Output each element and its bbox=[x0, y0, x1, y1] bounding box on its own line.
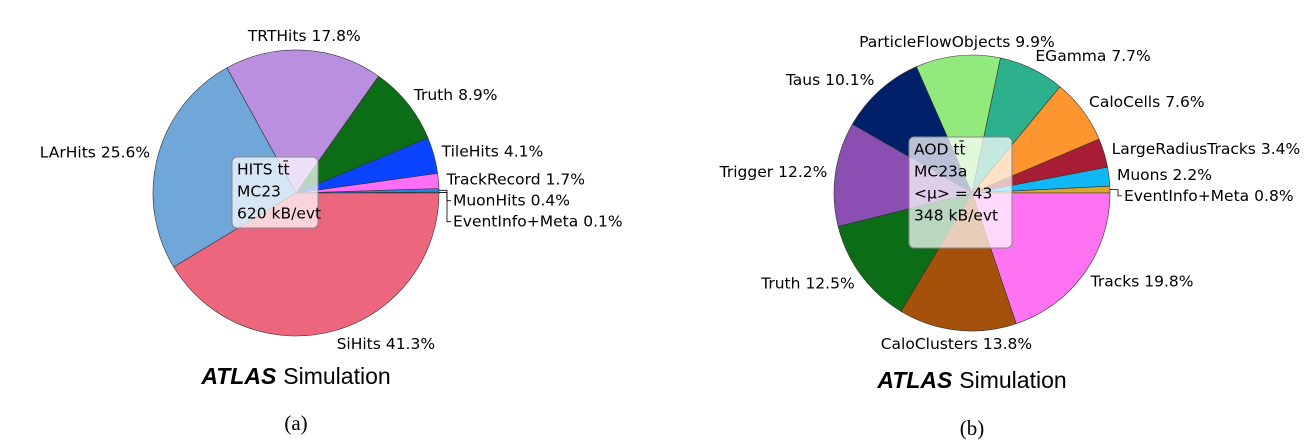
slice-value: 12.2% bbox=[778, 163, 827, 181]
slice-label: TileHits 4.1% bbox=[441, 142, 544, 160]
slice-label: Truth 12.5% bbox=[760, 274, 855, 292]
slice-value: 8.9% bbox=[458, 85, 497, 103]
pie-slice bbox=[173, 192, 440, 337]
slice-label: EventInfo+Meta 0.8% bbox=[1124, 186, 1294, 204]
pie-slice bbox=[152, 67, 297, 268]
slice-label: LArHits 25.6% bbox=[40, 143, 150, 161]
slice-value: 13.8% bbox=[983, 335, 1032, 353]
slice-name: CaloClusters bbox=[881, 335, 978, 353]
annotation-line: 620 kB/evt bbox=[237, 205, 321, 223]
slice-value: 41.3% bbox=[386, 335, 435, 353]
pie-slice bbox=[916, 54, 1001, 194]
slice-name: TRTHits bbox=[247, 27, 307, 45]
slice-label: TRTHits 17.8% bbox=[247, 27, 361, 45]
slice-name: CaloCells bbox=[1089, 93, 1160, 111]
slice-value: 12.5% bbox=[805, 274, 854, 292]
leader-line bbox=[1109, 189, 1122, 197]
slice-value: 1.7% bbox=[546, 170, 585, 188]
annotation-line: 348 kB/evt bbox=[914, 207, 998, 225]
slice-name: Muons bbox=[1117, 165, 1168, 183]
slice-label: ParticleFlowObjects 9.9% bbox=[859, 32, 1055, 50]
pie-chart: EventInfo+Meta 0.1% MuonHits 0.4% TrackRecor… bbox=[40, 27, 623, 435]
slice-label: CaloCells 7.6% bbox=[1089, 93, 1205, 111]
slice-label: Tracks 19.8% bbox=[1090, 272, 1194, 290]
annotation-line: MC23a bbox=[914, 163, 967, 181]
slice-value: 7.6% bbox=[1165, 93, 1204, 111]
slice-name: EGamma bbox=[1035, 47, 1106, 65]
slice-name: Tracks bbox=[1090, 272, 1140, 290]
experiment-name: ATLAS bbox=[200, 363, 277, 389]
pie-slice bbox=[226, 49, 379, 194]
slice-value: 0.4% bbox=[531, 191, 570, 209]
experiment-name: ATLAS bbox=[876, 367, 953, 393]
slice-label: MuonHits 0.4% bbox=[453, 191, 570, 209]
slice-label: Muons 2.2% bbox=[1117, 165, 1212, 183]
slice-label: Taus 10.1% bbox=[785, 70, 875, 88]
slice-label: EGamma 7.7% bbox=[1035, 47, 1150, 65]
annotation-line: HITS tt̄ bbox=[237, 160, 290, 179]
slice-name: LArHits bbox=[40, 143, 96, 161]
slice-name: Trigger bbox=[719, 163, 774, 181]
annotation-box bbox=[231, 156, 319, 229]
watermark: ATLAS Simulation bbox=[200, 363, 390, 389]
slice-label: LargeRadiusTracks 3.4% bbox=[1112, 139, 1301, 157]
slice-name: MuonHits bbox=[453, 191, 526, 209]
slice-label: SiHits 41.3% bbox=[337, 335, 436, 353]
annotation-box bbox=[908, 136, 1013, 249]
slice-value: 7.7% bbox=[1111, 47, 1150, 65]
watermark-text: Simulation bbox=[959, 367, 1066, 393]
leader-line bbox=[438, 192, 451, 223]
slice-name: ParticleFlowObjects bbox=[859, 32, 1010, 50]
slice-value: 9.9% bbox=[1015, 32, 1054, 50]
leader-line bbox=[438, 189, 451, 202]
slice-value: 19.8% bbox=[1144, 272, 1193, 290]
slice-value: 2.2% bbox=[1173, 165, 1212, 183]
slice-name: Truth bbox=[760, 274, 800, 292]
panel-label: (b) bbox=[960, 416, 985, 440]
slice-name: Taus bbox=[785, 70, 820, 88]
slice-name: EventInfo+Meta bbox=[453, 212, 578, 230]
slice-value: 0.8% bbox=[1254, 186, 1293, 204]
panel-label: (a) bbox=[284, 411, 307, 435]
slice-name: TrackRecord bbox=[445, 170, 540, 188]
pie-slice bbox=[295, 75, 429, 194]
slice-label: TrackRecord 1.7% bbox=[445, 170, 585, 188]
slice-value: 10.1% bbox=[825, 70, 874, 88]
slice-label: CaloClusters 13.8% bbox=[881, 335, 1032, 353]
pie-chart: EventInfo+Meta 0.8% Muons 2.2% LargeRadiusTr… bbox=[719, 32, 1301, 439]
annotation-line: <μ> = 43 bbox=[914, 185, 992, 203]
slice-value: 0.1% bbox=[583, 212, 622, 230]
annotation-line: AOD tt̄ bbox=[914, 140, 966, 159]
slice-value: 17.8% bbox=[312, 27, 361, 45]
pie-slice bbox=[900, 192, 1017, 332]
slice-name: EventInfo+Meta bbox=[1124, 186, 1249, 204]
watermark: ATLAS Simulation bbox=[876, 367, 1066, 393]
slice-name: TileHits bbox=[441, 142, 499, 160]
slice-name: LargeRadiusTracks bbox=[1112, 139, 1256, 157]
annotation-line: MC23 bbox=[237, 183, 281, 201]
slice-label: Truth 8.9% bbox=[413, 85, 498, 103]
slice-name: SiHits bbox=[337, 335, 381, 353]
slice-name: Truth bbox=[413, 85, 453, 103]
slice-value: 4.1% bbox=[504, 142, 543, 160]
slice-value: 25.6% bbox=[101, 143, 150, 161]
slice-value: 3.4% bbox=[1261, 139, 1300, 157]
watermark-text: Simulation bbox=[283, 363, 390, 389]
slice-label: Trigger 12.2% bbox=[719, 163, 828, 181]
slice-label: EventInfo+Meta 0.1% bbox=[453, 212, 623, 230]
